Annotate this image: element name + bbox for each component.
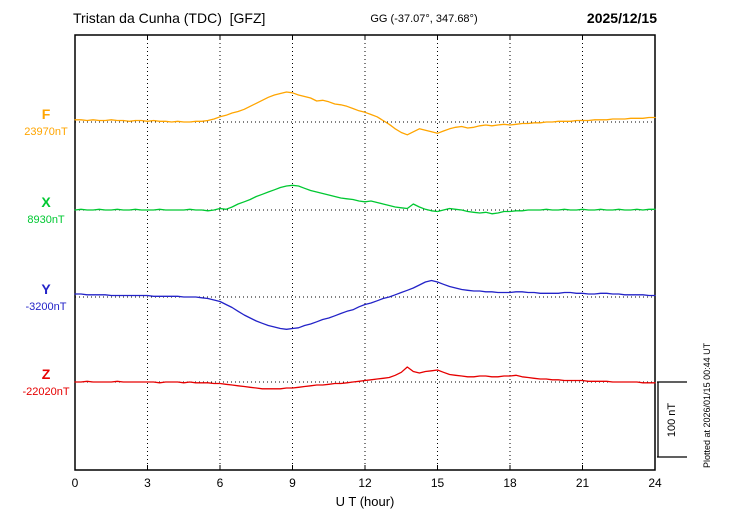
trace-Y [74,279,656,330]
scale-bar-label: 100 nT [666,403,678,438]
plot-frame [74,34,656,471]
trace-Z [74,366,656,390]
x-axis-label: U T (hour) [336,494,395,509]
x-tick-label: 21 [576,476,590,490]
x-tick-label: 12 [358,476,372,490]
geographic-coordinates: GG (-37.07°, 347.68°) [370,13,478,25]
baseline-value-Z: -22020nT [22,386,69,398]
baseline-value-F: 23970nT [24,126,68,138]
trace-F [74,91,656,136]
baseline-value-X: 8930nT [27,214,65,226]
plotted-at-timestamp: Plotted at 2026/01/15 00:44 UT [702,342,712,468]
series-label-Y: Y [41,281,51,297]
plot-date: 2025/12/15 [586,10,657,26]
trace-layer [74,91,656,390]
grid-layer: 0 3 6 9 12 15 18 21 24 [72,34,687,490]
trace-X [74,184,656,215]
series-label-Z: Z [42,366,51,382]
x-tick-label: 0 [72,476,79,490]
x-tick-label: 18 [503,476,517,490]
x-tick-label: 24 [648,476,662,490]
baseline-value-Y: -3200nT [26,301,67,313]
series-label-F: F [42,106,51,122]
x-tick-label: 6 [217,476,224,490]
series-label-X: X [41,194,51,210]
x-tick-label: 15 [431,476,445,490]
station-title: Tristan da Cunha (TDC) [GFZ] [73,10,266,26]
x-tick-label: 9 [289,476,296,490]
x-tick-label: 3 [144,476,151,490]
